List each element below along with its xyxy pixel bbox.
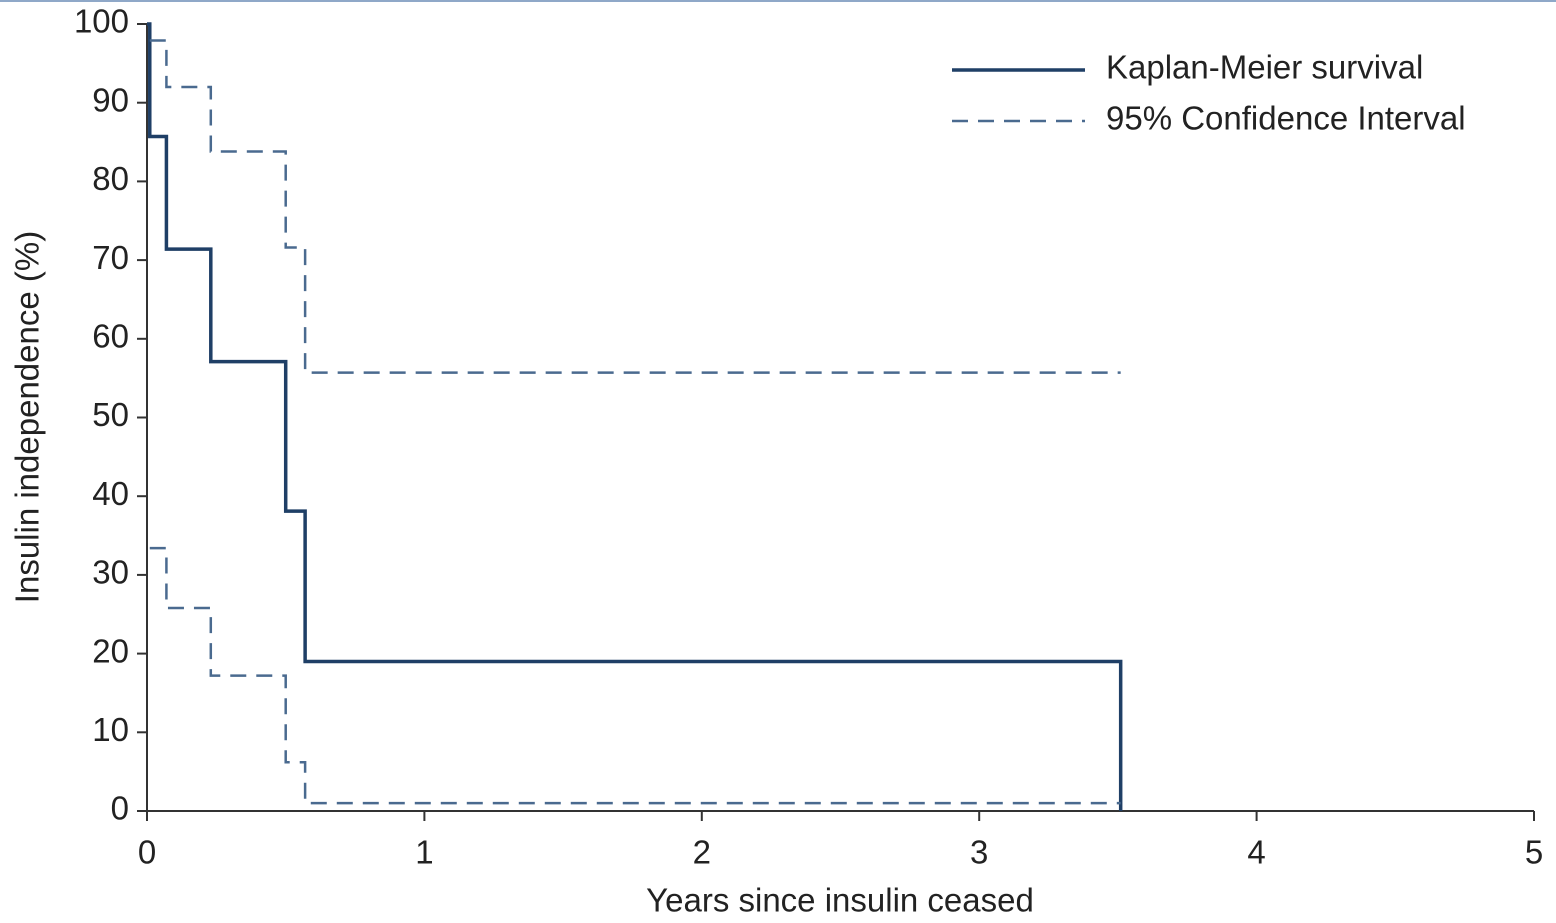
legend-label: Kaplan-Meier survival xyxy=(1106,49,1423,86)
y-tick-label: 30 xyxy=(92,554,129,591)
x-tick-label: 1 xyxy=(415,834,433,871)
step-line xyxy=(149,39,1121,374)
y-tick-label: 80 xyxy=(92,160,129,197)
x-tick-label: 3 xyxy=(970,834,988,871)
y-axis-label: Insulin independence (%) xyxy=(9,231,46,603)
step-line xyxy=(149,546,1121,805)
y-tick-label: 100 xyxy=(74,3,129,40)
y-tick-label: 0 xyxy=(111,790,129,827)
y-tick-label: 10 xyxy=(92,711,129,748)
x-tick-label: 0 xyxy=(138,834,156,871)
y-tick-label: 60 xyxy=(92,318,129,355)
x-axis-label: Years since insulin ceased xyxy=(646,882,1034,919)
x-tick-label: 4 xyxy=(1247,834,1265,871)
x-tick-label: 2 xyxy=(693,834,711,871)
legend-label: 95% Confidence Interval xyxy=(1106,100,1466,137)
x-tick-label: 5 xyxy=(1525,834,1543,871)
step-line xyxy=(147,22,1123,811)
y-tick-label: 40 xyxy=(92,475,129,512)
y-tick-label: 90 xyxy=(92,81,129,118)
y-tick-label: 50 xyxy=(92,396,129,433)
y-tick-label: 20 xyxy=(92,632,129,669)
y-tick-label: 70 xyxy=(92,239,129,276)
